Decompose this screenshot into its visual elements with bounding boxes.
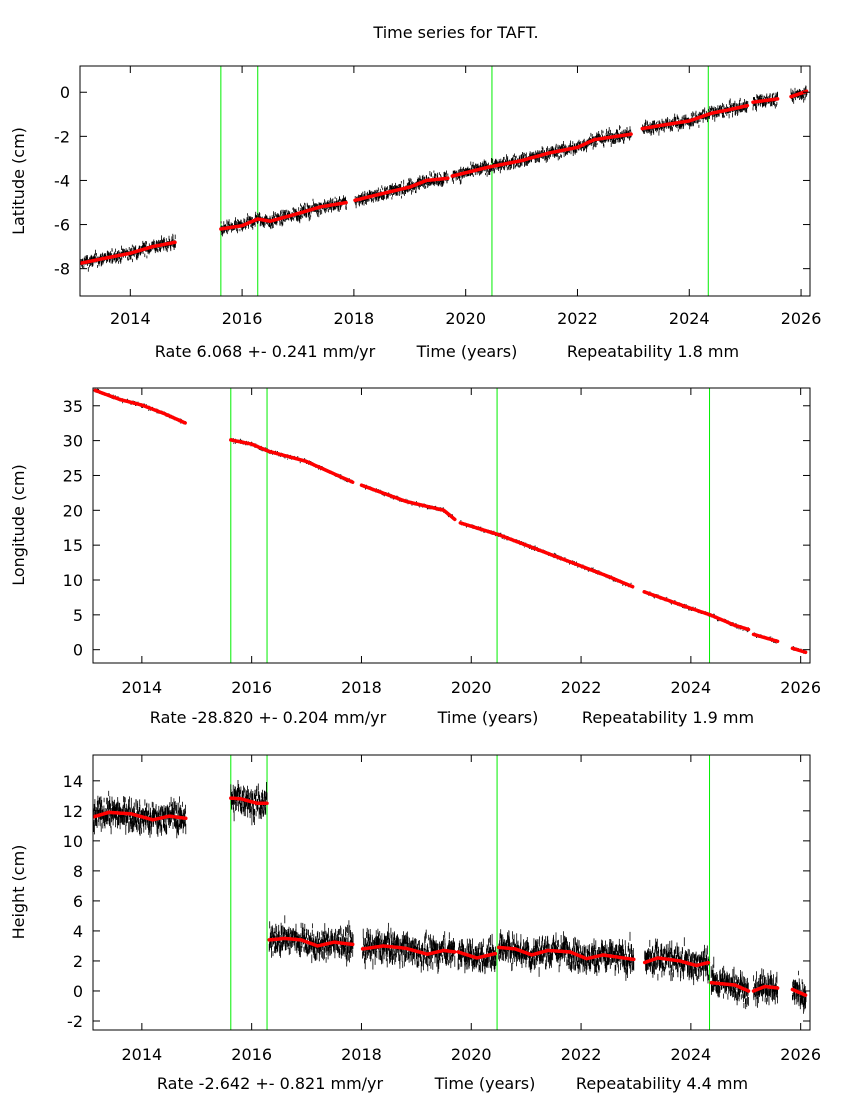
rate-label: Rate 6.068 +- 0.241 mm/yr	[155, 342, 376, 361]
x-tick-label: 2024	[669, 309, 710, 328]
y-tick-label: 0	[60, 83, 70, 102]
x-tick-label: 2018	[334, 309, 375, 328]
y-tick-label: -2	[54, 127, 70, 146]
model-curve	[219, 200, 348, 231]
model-curve	[450, 132, 633, 178]
plot-area	[80, 66, 809, 296]
plot-frame	[79, 65, 811, 297]
model-curve	[353, 176, 450, 203]
plot-area	[93, 388, 808, 663]
model-curve	[751, 97, 780, 104]
x-axis-label: Time (years)	[416, 342, 518, 361]
latitude-panel: Latitude (cm) Rate 6.068 +- 0.241 mm/yr …	[9, 65, 822, 361]
model-curve	[80, 240, 177, 265]
y-tick-label: -8	[54, 260, 70, 279]
x-tick-label: 2014	[110, 309, 151, 328]
x-axis-label: Time (years)	[437, 708, 539, 727]
figure-title: Time series for TAFT.	[372, 23, 538, 42]
model-curve	[640, 103, 750, 131]
x-tick-label: 2020	[445, 309, 486, 328]
longitude-panel: Longitude (cm) Rate -28.820 +- 0.204 mm/…	[9, 387, 821, 727]
rate-label: Rate -28.820 +- 0.204 mm/yr	[150, 708, 387, 727]
x-tick-label: 2016	[222, 309, 263, 328]
y-axis-label: Latitude (cm)	[9, 127, 28, 235]
y-tick-label: -6	[54, 216, 70, 235]
x-tick-label: 2026	[781, 309, 822, 328]
y-tick-label: -4	[54, 171, 70, 190]
y-axis-label: Longitude (cm)	[9, 464, 28, 586]
x-tick-label: 2022	[557, 309, 598, 328]
repeatability-label: Repeatability 1.8 mm	[567, 342, 739, 361]
repeatability-label: Repeatability 1.9 mm	[582, 708, 754, 727]
